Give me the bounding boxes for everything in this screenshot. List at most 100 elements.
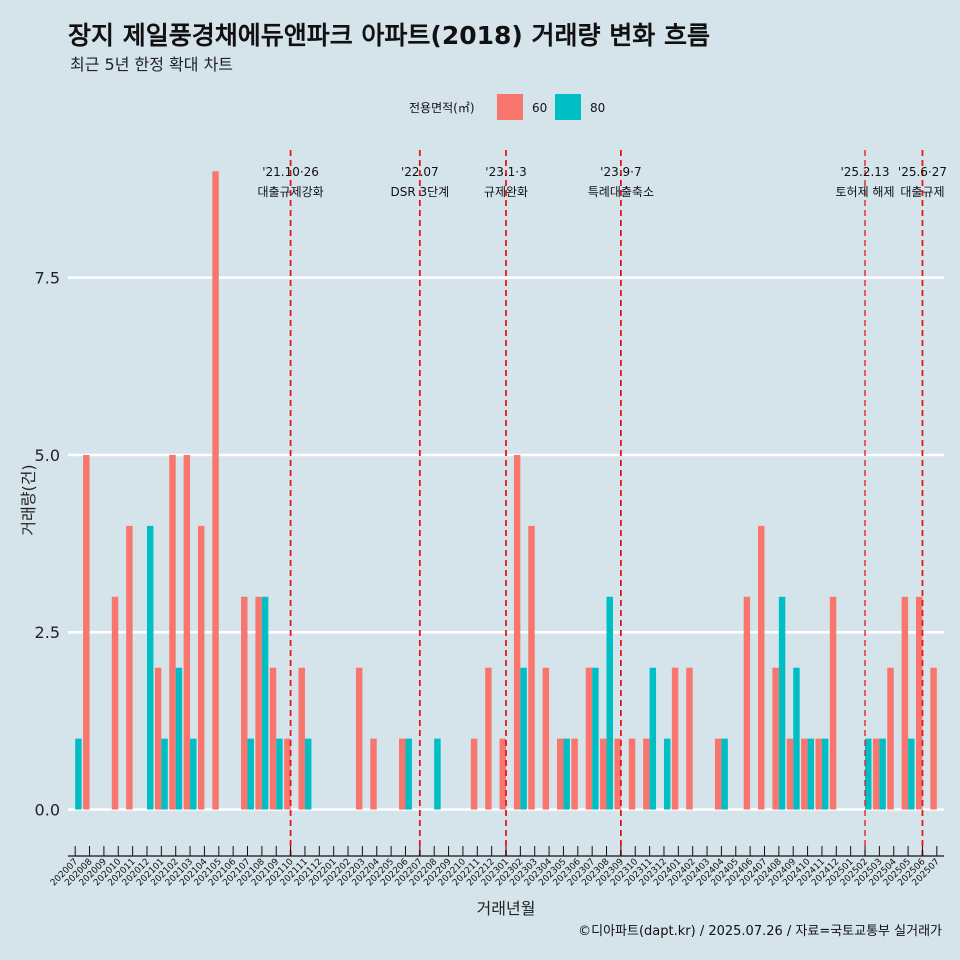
bar-80-202208 [434, 738, 441, 810]
bar-60-202103 [183, 454, 191, 810]
bar-60-202105 [212, 171, 219, 810]
bar-60-202305 [556, 738, 564, 810]
bar-60-202104 [197, 525, 205, 810]
bar-80-202111 [304, 738, 312, 810]
bar-60-202107 [241, 596, 248, 810]
bar-60-202206 [399, 738, 406, 810]
bar-60-202412 [829, 596, 837, 810]
event-lines [289, 150, 924, 856]
bar-60-202406 [743, 596, 751, 810]
y-axis: 0.0 2.5 5.0 7.5 [35, 269, 60, 820]
bar-60-202407 [758, 525, 765, 810]
bar-60-202101 [154, 667, 162, 810]
bar-80-202308 [606, 596, 613, 810]
bar-60-202203 [355, 667, 363, 810]
bar-80-202108 [261, 596, 269, 810]
chart-title: 장지 제일풍경채에듀앤파크 아파트(2018) 거래량 변화 흐름 [68, 21, 710, 50]
bar-80-202411 [821, 738, 829, 810]
event-date: '23.9·7 [600, 165, 641, 179]
bar-60-202504 [887, 667, 894, 810]
bar-60-202310 [628, 738, 636, 810]
bar-60-202309 [614, 738, 621, 810]
bar-80-202007 [75, 738, 82, 810]
bar-60-202211 [470, 738, 478, 810]
chart-subtitle: 최근 5년 한정 확대 차트 [70, 55, 233, 74]
event-date: '25.6·27 [898, 165, 947, 179]
bar-80-202101 [161, 738, 168, 810]
bar-60-202408 [772, 667, 779, 810]
bar-80-202404 [721, 738, 728, 810]
legend-title: 전용면적(㎡) [409, 101, 475, 115]
x-axis-title: 거래년월 [477, 899, 536, 918]
bar-80-202409 [793, 667, 800, 810]
legend-swatch-60 [497, 94, 523, 120]
bar-60-202303 [528, 525, 535, 810]
event-date: '21.10·26 [262, 165, 319, 179]
bar-60-202212 [485, 667, 492, 810]
bar-80-202206 [405, 738, 412, 810]
bar-80-202410 [807, 738, 815, 810]
legend-label-80: 80 [590, 101, 605, 115]
bar-80-202102 [175, 667, 183, 810]
bar-60-202102 [169, 454, 176, 810]
y-axis-title: 거래량(건) [19, 464, 38, 535]
bar-60-202506 [915, 596, 923, 810]
bar-80-202502 [865, 738, 872, 810]
bar-80-202503 [879, 738, 886, 810]
bars [75, 171, 937, 810]
event-label: 토허제 해제 [836, 185, 895, 199]
bar-80-202311 [649, 667, 657, 810]
bar-80-202307 [592, 667, 599, 810]
bar-80-202103 [190, 738, 197, 810]
bar-80-202302 [520, 667, 527, 810]
bar-60-202008 [83, 454, 90, 810]
bar-60-202507 [930, 667, 937, 810]
bar-80-202012 [146, 525, 154, 810]
bar-60-202306 [571, 738, 578, 810]
bar-80-202107 [247, 738, 254, 810]
bar-80-202312 [663, 738, 671, 810]
bar-60-202307 [585, 667, 593, 810]
event-label: DSR 3단계 [390, 185, 449, 199]
bar-60-202011 [126, 525, 133, 810]
bar-60-202505 [901, 596, 909, 810]
bar-80-202408 [778, 596, 786, 810]
event-annotations: '21.10·26 대출규제강화 '22.07 DSR 3단계 '23.1·3 규제완화 '… [257, 165, 947, 199]
event-label: 특례대출축소 [588, 185, 654, 199]
legend: 전용면적(㎡) 60 80 [409, 94, 605, 120]
bar-60-202503 [872, 738, 880, 810]
bar-60-202109 [269, 667, 277, 810]
bar-60-202409 [786, 738, 794, 810]
event-label: 규제완화 [484, 185, 528, 199]
bar-60-202108 [255, 596, 262, 810]
legend-label-60: 60 [532, 101, 547, 115]
legend-swatch-80 [555, 94, 581, 120]
bar-60-202401 [671, 667, 679, 810]
bar-60-202411 [815, 738, 822, 810]
bar-60-202402 [686, 667, 693, 810]
caption: ©디아파트(dapt.kr) / 2025.07.26 / 자료=국토교통부 실… [578, 924, 942, 939]
bar-60-202302 [513, 454, 521, 810]
bar-60-202110 [284, 738, 291, 810]
y-tick-label: 5.0 [35, 446, 60, 465]
bar-60-202404 [714, 738, 722, 810]
bar-60-202111 [298, 667, 305, 810]
bar-60-202410 [801, 738, 808, 810]
bar-60-202308 [600, 738, 607, 810]
bar-80-202505 [908, 738, 915, 810]
event-date: '22.07 [401, 165, 439, 179]
bar-80-202305 [563, 738, 570, 810]
bar-60-202010 [111, 596, 119, 810]
y-tick-label: 7.5 [35, 269, 60, 288]
bar-60-202301 [499, 738, 506, 810]
bar-60-202311 [643, 738, 650, 810]
bar-80-202109 [276, 738, 283, 810]
bar-60-202304 [542, 667, 550, 810]
bar-60-202204 [370, 738, 377, 810]
y-tick-label: 0.0 [35, 801, 60, 820]
event-date: '23.1·3 [485, 165, 526, 179]
x-axis: 2020072020082020092020102020112020122021… [49, 846, 944, 888]
y-tick-label: 2.5 [35, 623, 60, 642]
event-date: '25.2.13 [840, 165, 889, 179]
event-label: 대출규제강화 [257, 185, 323, 199]
